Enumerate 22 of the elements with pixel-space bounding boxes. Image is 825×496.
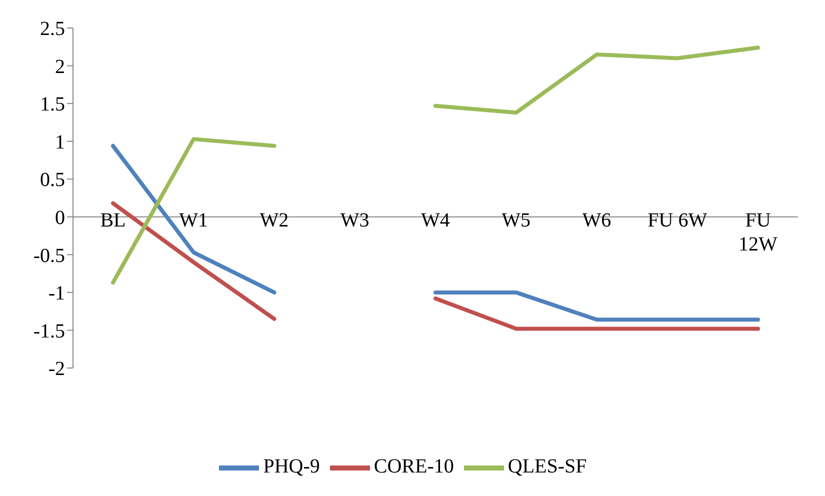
- legend-label: CORE-10: [374, 456, 454, 478]
- y-tick-label: -1: [48, 282, 65, 305]
- x-tick-label: W6: [582, 210, 612, 232]
- y-tick-label: 2: [55, 56, 65, 78]
- y-tick-label: -2: [48, 358, 65, 380]
- y-tick-label: 1: [55, 131, 65, 154]
- x-tick-label: W3: [340, 210, 370, 232]
- y-tick-label: 2.5: [40, 18, 65, 40]
- legend-label: PHQ-9: [263, 456, 320, 478]
- x-tick-label: W2: [260, 210, 289, 232]
- y-tick-label: 0: [55, 206, 65, 229]
- x-tick-label: W5: [502, 210, 531, 232]
- x-tick-label: FU 12W: [738, 210, 778, 256]
- x-tick-label: W1: [179, 210, 208, 232]
- legend-label: QLES-SF: [508, 456, 587, 478]
- x-tick-label: BL: [100, 210, 126, 232]
- x-tick-label: W4: [421, 210, 450, 232]
- y-tick-label: 0.5: [40, 169, 65, 192]
- y-tick-label: -0.5: [33, 244, 65, 267]
- y-tick-label: -1.5: [33, 320, 65, 342]
- x-tick-label: FU 6W: [648, 210, 708, 232]
- y-tick-label: 1.5: [40, 94, 65, 116]
